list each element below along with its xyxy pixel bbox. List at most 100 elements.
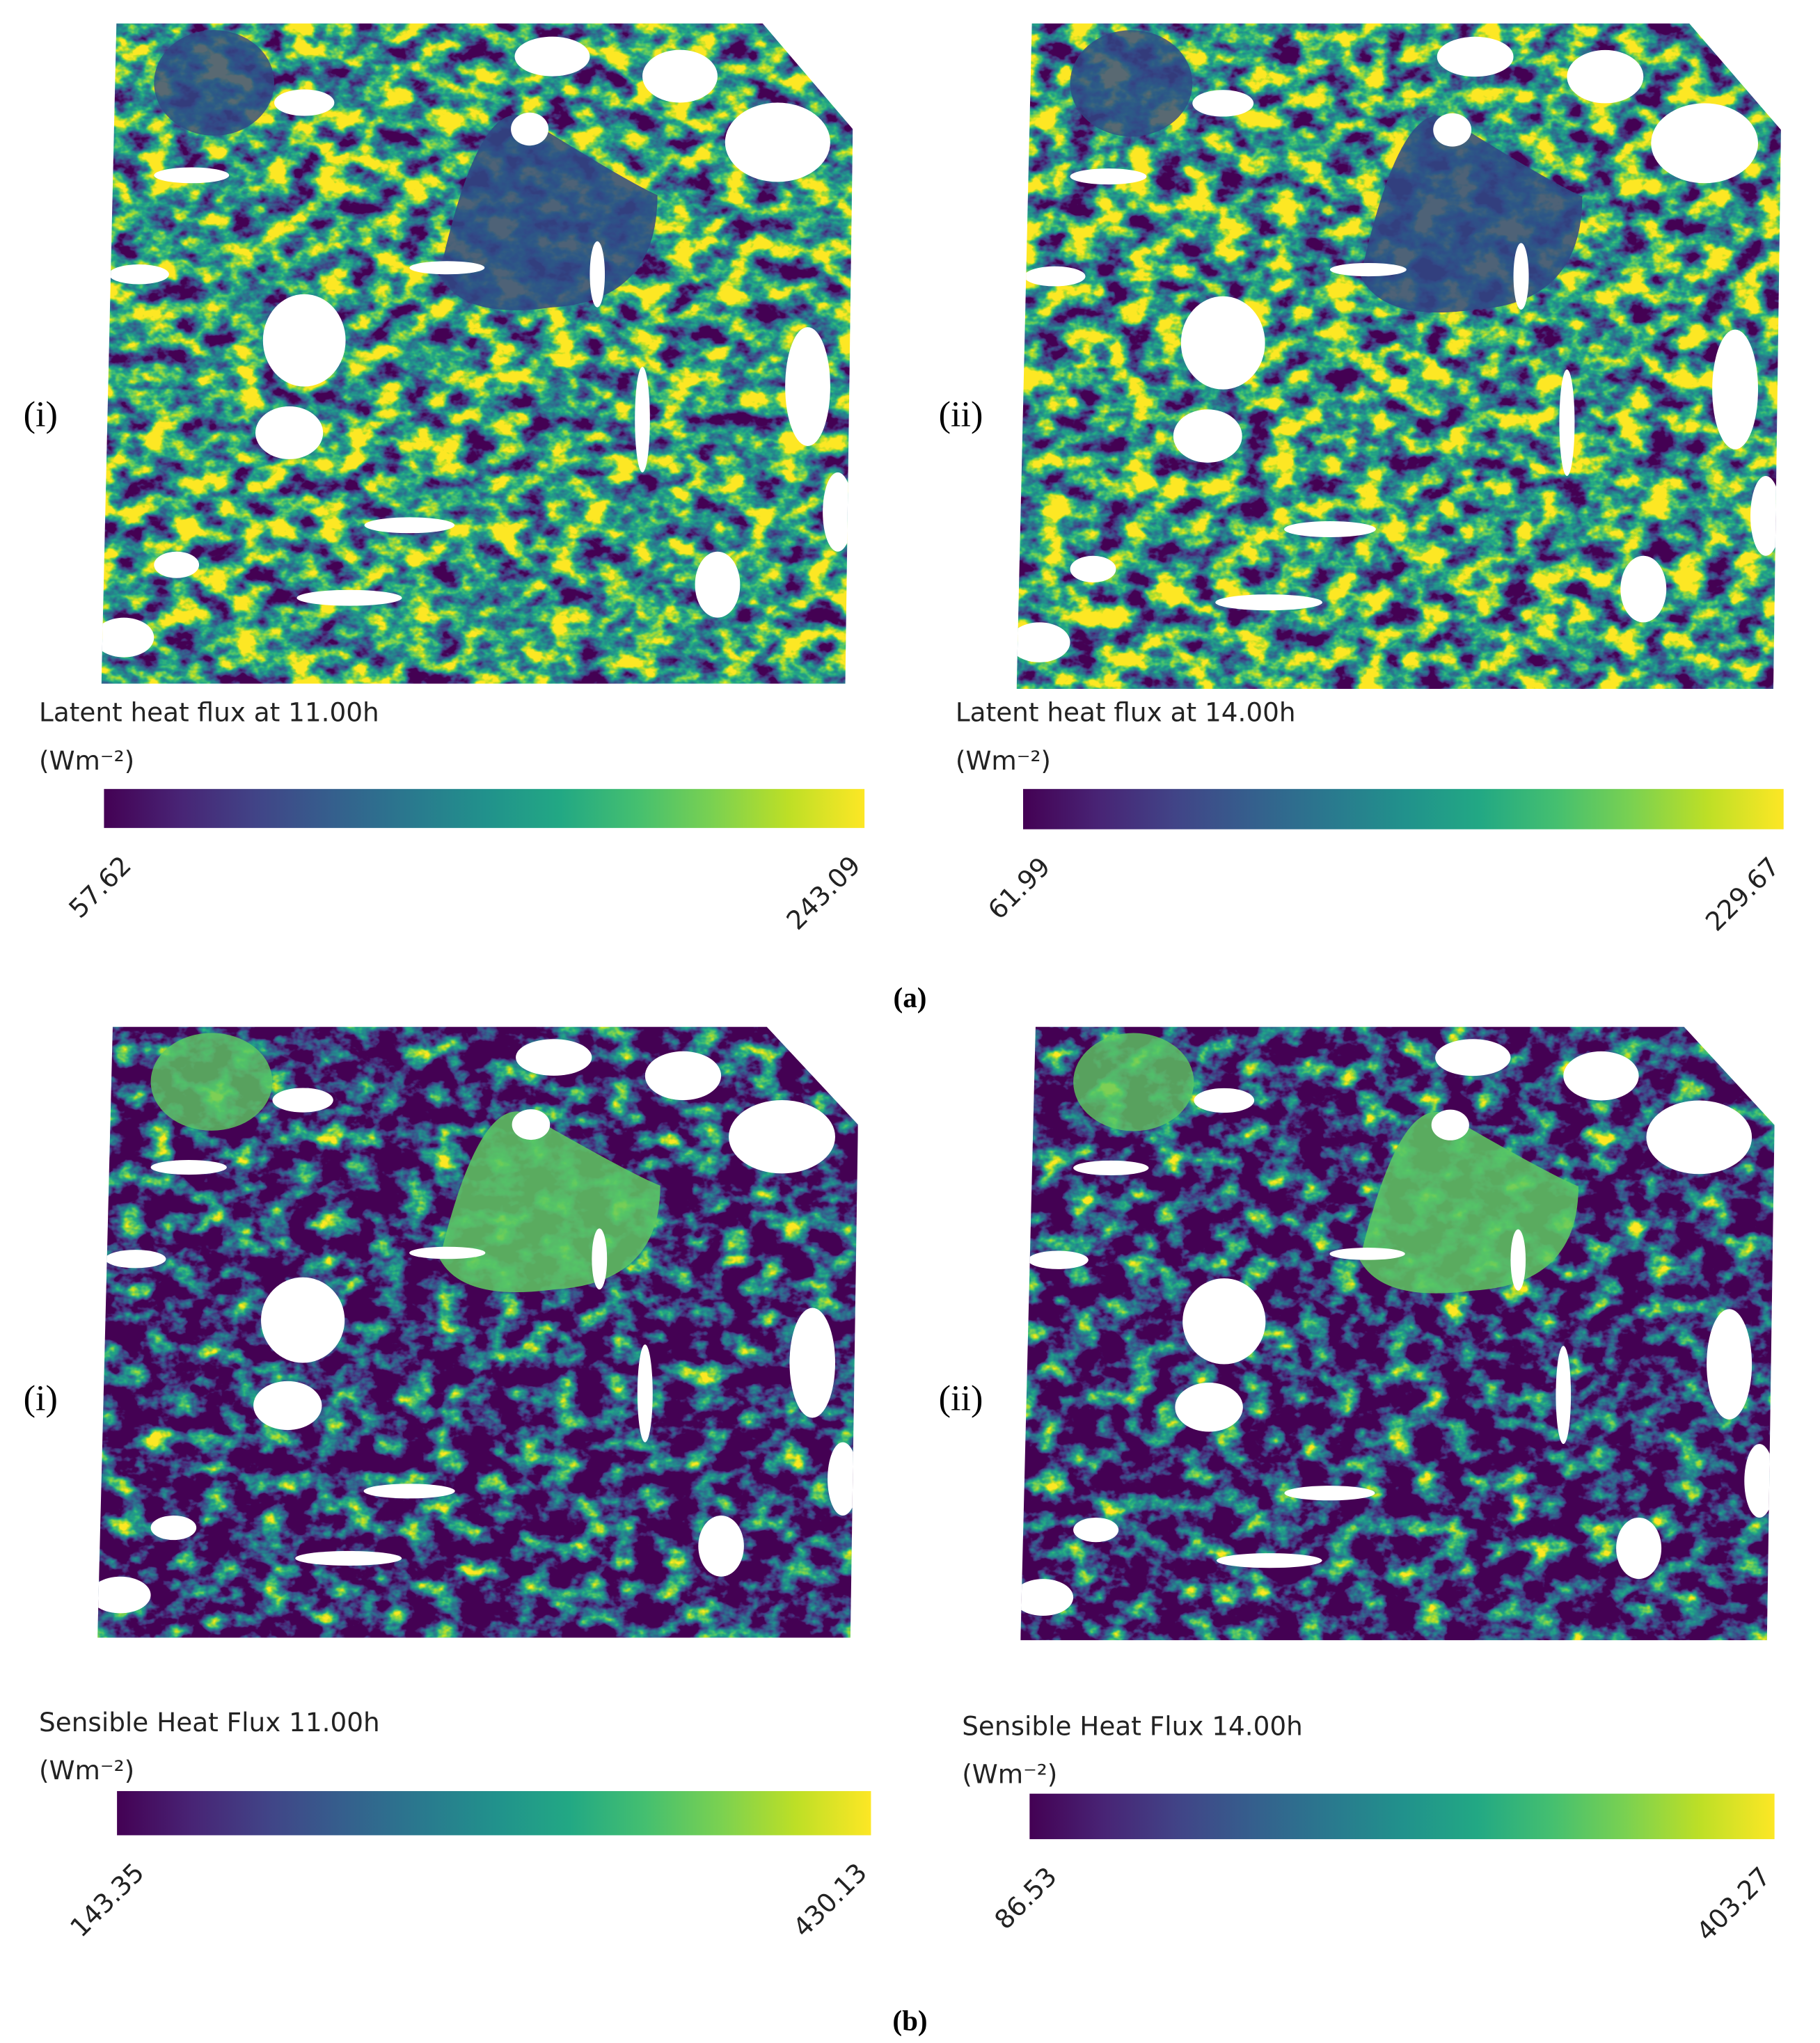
caption: (b) xyxy=(892,2005,927,2037)
colorbar-max-label: 229.67 xyxy=(1700,851,1786,937)
map-gap xyxy=(272,1088,333,1113)
map-gap xyxy=(592,1228,608,1290)
map-gap xyxy=(150,1160,227,1175)
map-gap xyxy=(1329,1248,1405,1260)
map-gap xyxy=(409,1246,486,1259)
panel-label: (i) xyxy=(24,1378,58,1419)
map-gap xyxy=(1020,1579,1074,1616)
colorbar xyxy=(104,788,865,828)
map-gap xyxy=(1437,36,1514,77)
colorbar-unit: (Wm⁻²) xyxy=(956,745,1051,776)
map-gap xyxy=(1563,1051,1639,1101)
colorbar-unit: (Wm⁻²) xyxy=(39,1755,134,1786)
panel-label: (i) xyxy=(24,395,58,435)
map-gap xyxy=(109,264,169,285)
colorbar-min-label: 86.53 xyxy=(988,1861,1063,1935)
map-patch xyxy=(1070,30,1193,137)
map-gap xyxy=(363,1484,455,1499)
colorbar-min-label: 57.62 xyxy=(63,850,137,924)
map-gap xyxy=(512,1109,551,1140)
map-gap xyxy=(828,1442,858,1516)
colorbar-unit: (Wm⁻²) xyxy=(39,745,134,776)
map-gap xyxy=(785,327,830,446)
map-gap xyxy=(642,49,718,103)
map-gap xyxy=(1216,1553,1322,1568)
map-gap xyxy=(1284,521,1376,537)
map-gap xyxy=(1180,296,1265,390)
map-gap xyxy=(255,406,324,459)
map-gap xyxy=(1620,555,1667,623)
map-patch xyxy=(154,30,275,136)
map-gap xyxy=(514,36,590,77)
map-gap xyxy=(1646,1100,1752,1175)
map-gap xyxy=(644,1051,722,1101)
map-gap xyxy=(1016,622,1070,662)
map-gap xyxy=(1750,475,1781,556)
map-gap xyxy=(698,1515,744,1577)
map-gap xyxy=(1616,1517,1662,1580)
map-gap xyxy=(1744,1444,1775,1518)
map-gap xyxy=(1073,1160,1149,1176)
map-gap xyxy=(105,1250,166,1269)
map-gap xyxy=(1510,1229,1526,1291)
map-patch xyxy=(150,1033,273,1131)
map-gap xyxy=(1513,243,1529,310)
map-gap xyxy=(589,241,606,308)
colorbar xyxy=(1023,788,1784,829)
map-gap xyxy=(295,1550,402,1566)
map-gap xyxy=(1559,369,1575,476)
map-gap xyxy=(511,112,549,146)
map-gap xyxy=(1284,1486,1375,1501)
colorbar xyxy=(1029,1793,1775,1840)
map-gap xyxy=(1712,329,1759,450)
caption: (a) xyxy=(894,982,927,1014)
map-gap xyxy=(253,1381,322,1431)
map-gap xyxy=(1182,1278,1266,1365)
map-patch xyxy=(1073,1033,1194,1131)
map-gap xyxy=(1073,1517,1119,1543)
map-gap xyxy=(154,167,230,184)
map-gap xyxy=(1431,1109,1469,1140)
map-gap xyxy=(695,551,741,618)
map-gap xyxy=(274,89,335,116)
map-gap xyxy=(725,102,830,182)
map-gap xyxy=(101,617,155,658)
map xyxy=(1020,1026,1775,1641)
map-gap xyxy=(154,551,200,578)
map xyxy=(101,23,853,684)
colorbar-title: Latent heat flux at 14.00h xyxy=(956,697,1296,728)
map-gap xyxy=(1024,266,1086,287)
map-gap xyxy=(1173,409,1242,463)
map-gap xyxy=(409,261,485,275)
colorbar-title: Latent heat flux at 11.00h xyxy=(39,697,379,728)
panel-label: (ii) xyxy=(939,1378,983,1419)
map-gap xyxy=(1556,1346,1572,1445)
map-gap xyxy=(1435,1039,1511,1076)
map-gap xyxy=(1433,113,1472,147)
map-gap xyxy=(635,367,650,472)
panel-label: (ii) xyxy=(939,395,983,435)
map-gap xyxy=(789,1307,836,1418)
colorbar-max-label: 243.09 xyxy=(780,850,867,936)
map-gap xyxy=(1175,1383,1243,1432)
map-gap xyxy=(516,1039,592,1076)
map-gap xyxy=(150,1515,197,1541)
map-gap xyxy=(1651,103,1759,184)
map-gap xyxy=(637,1344,653,1442)
colorbar-title: Sensible Heat Flux 14.00h xyxy=(962,1711,1303,1742)
map-gap xyxy=(296,589,402,606)
colorbar-max-label: 430.13 xyxy=(787,1857,873,1943)
map-gap xyxy=(1192,90,1254,117)
map-gap xyxy=(1707,1309,1752,1420)
map xyxy=(97,1026,858,1638)
map-gap xyxy=(262,294,346,387)
colorbar-unit: (Wm⁻²) xyxy=(962,1759,1057,1790)
map-gap xyxy=(1028,1250,1089,1269)
map-gap xyxy=(1215,594,1322,611)
map-gap xyxy=(823,472,853,552)
map xyxy=(1016,23,1781,690)
colorbar-min-label: 143.35 xyxy=(64,1857,150,1943)
colorbar-min-label: 61.99 xyxy=(982,851,1057,925)
colorbar-max-label: 403.27 xyxy=(1691,1861,1777,1947)
